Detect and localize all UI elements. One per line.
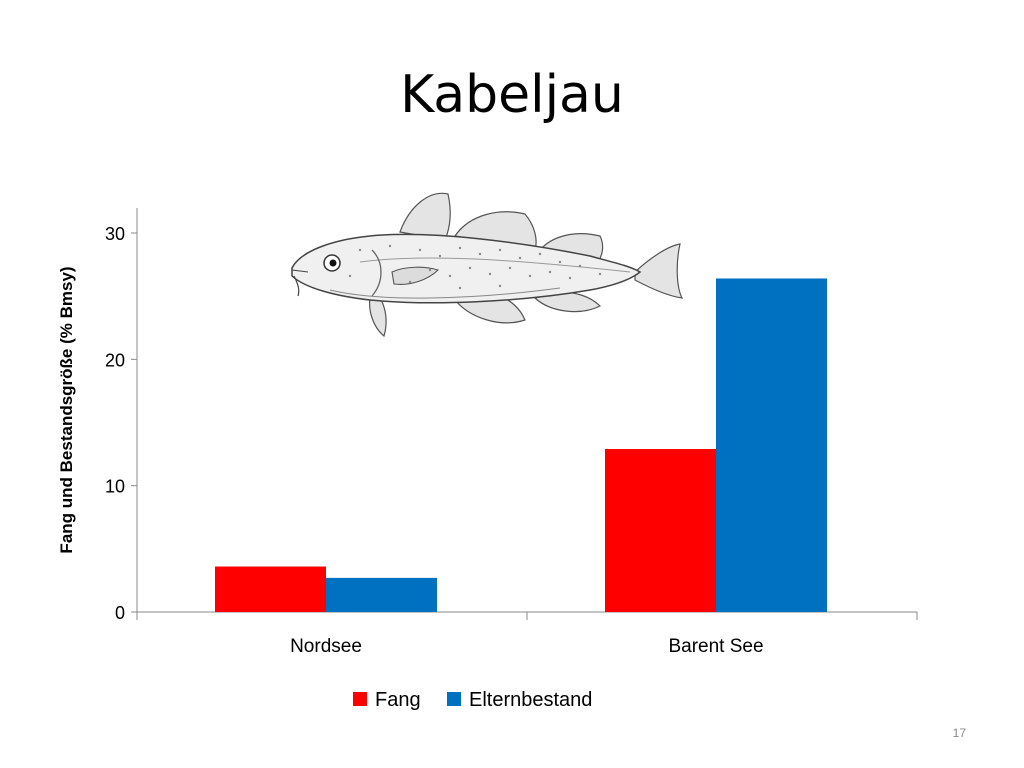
y-tick-label: 0 [115, 603, 125, 623]
category-labels: Nordsee Barent See [290, 636, 763, 657]
bar-fang-nordsee [215, 566, 326, 612]
page-number: 17 [952, 726, 966, 740]
x-category-label: Barent See [668, 636, 763, 657]
y-tick-label: 10 [105, 477, 125, 497]
y-tick-label: 20 [105, 350, 125, 370]
legend: Fang Elternbestand [353, 689, 592, 711]
slide-title: Kabeljau [400, 65, 624, 125]
x-category-label: Nordsee [290, 636, 362, 657]
legend-swatch-fang [353, 692, 367, 706]
cod-fish-illustration [291, 192, 684, 338]
legend-label-fang: Fang [375, 689, 421, 711]
legend-label-elternbestand: Elternbestand [469, 689, 592, 711]
y-axis-ticks: 0 10 20 30 [105, 224, 137, 623]
bar-elternbestand-nordsee [326, 577, 437, 612]
x-axis-ticks [136, 612, 918, 620]
y-axis-title: Fang und Bestandsgröße (% Bmsy) [57, 266, 76, 553]
bar-elternbestand-barent-see [716, 278, 827, 612]
bars [215, 278, 827, 612]
bar-fang-barent-see [605, 449, 716, 612]
legend-swatch-elternbestand [447, 692, 461, 706]
y-tick-label: 30 [105, 224, 125, 244]
